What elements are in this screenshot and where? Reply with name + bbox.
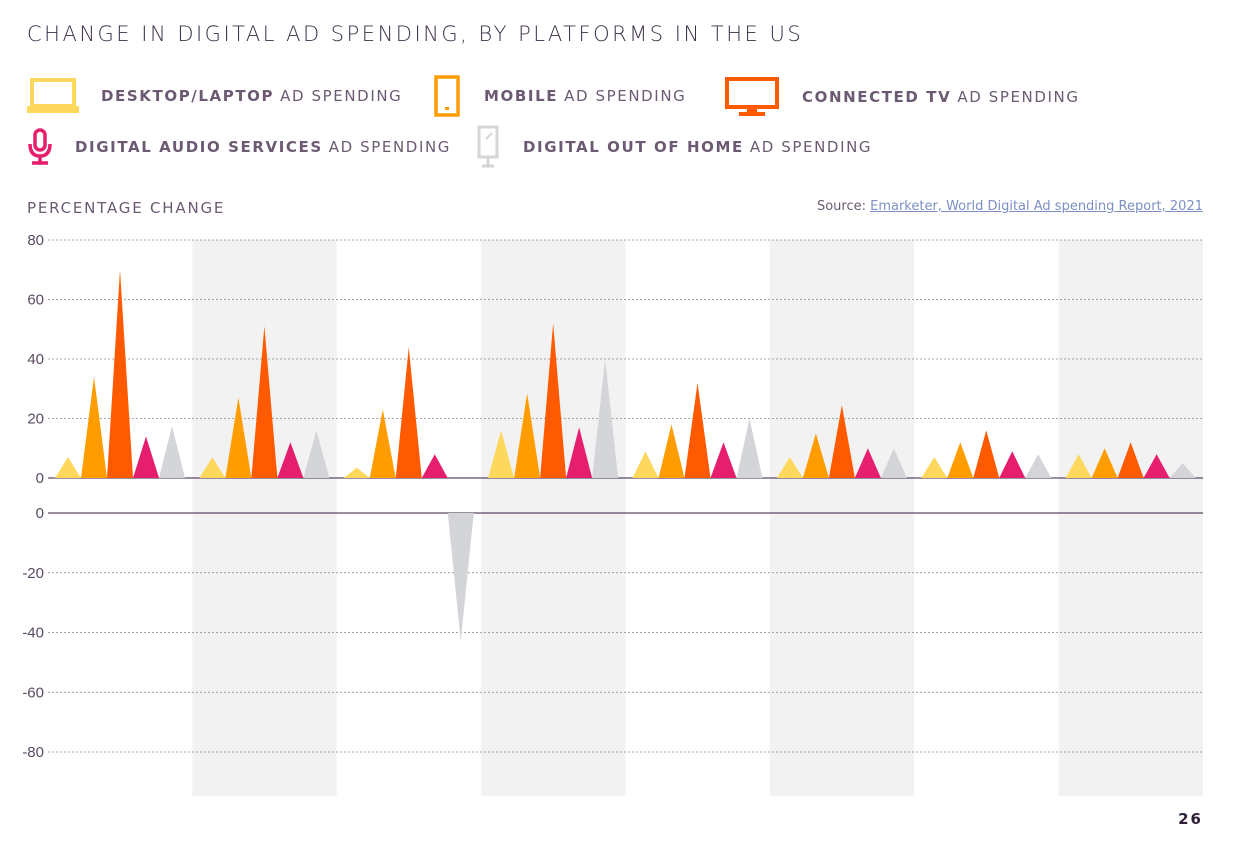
tv-icon (725, 77, 779, 116)
legend-label: AD SPENDING (749, 138, 873, 156)
spike-mark (107, 269, 133, 478)
spike-mark (828, 405, 855, 478)
spike-mark (736, 418, 763, 478)
spike-mark (1065, 454, 1092, 478)
spike-mark (973, 430, 1000, 478)
spike-mark (947, 442, 974, 478)
chart-title: CHANGE IN DIGITAL AD SPENDING, BY PLATFO… (27, 22, 804, 46)
spike-mark (776, 457, 803, 478)
source-label: Source: (816, 199, 866, 214)
spike-mark (1117, 442, 1144, 478)
y-axis-label: PERCENTAGE CHANGE (27, 199, 226, 217)
spike-mark (133, 436, 159, 478)
spike-mark (880, 448, 907, 478)
y-tick-label: -80 (22, 744, 44, 761)
legend-label-bold: DIGITAL OUT OF HOME (523, 138, 744, 156)
spike-mark (514, 393, 541, 478)
spike-mark (343, 467, 370, 478)
spike-mark (81, 376, 107, 478)
spike-mark (632, 451, 659, 478)
page-number: 26 (1178, 810, 1203, 828)
legend-item-ctv: CONNECTED TV AD SPENDING (725, 77, 1080, 117)
y-tick-label: -60 (22, 684, 44, 701)
group-band (481, 240, 626, 796)
legend-label-bold: DESKTOP/LAPTOP (101, 87, 275, 105)
y-tick-label: 0 (36, 470, 44, 487)
spike-mark (710, 442, 737, 478)
spike-mark (540, 323, 567, 478)
spike-mark (225, 397, 252, 478)
spike-mark (921, 457, 948, 478)
spike-mark (369, 409, 396, 478)
spike-mark (1169, 463, 1196, 478)
y-tick-label: 20 (27, 411, 44, 428)
spike-mark (251, 326, 278, 478)
y-tick-label: 60 (27, 292, 44, 309)
spike-mark (592, 359, 619, 478)
legend-item-audio: DIGITAL AUDIO SERVICES AD SPENDING (27, 128, 451, 166)
source: Source: Emarketer, World Digital Ad spen… (817, 199, 1203, 214)
legend-label: AD SPENDING (957, 88, 1080, 106)
spike-mark (999, 451, 1026, 478)
spike-mark (277, 442, 304, 478)
spike-mark (1091, 448, 1118, 478)
legend-item-dooh: DIGITAL OUT OF HOME AD SPENDING (477, 125, 872, 169)
legend-label: AD SPENDING (328, 138, 452, 156)
source-link[interactable]: Emarketer, World Digital Ad spending Rep… (870, 199, 1203, 214)
y-tick-label: 40 (27, 351, 44, 368)
spike-mark (395, 347, 422, 478)
spike-mark (199, 457, 226, 478)
spike-mark (566, 427, 593, 478)
group-band (1058, 240, 1203, 796)
y-tick-label: 80 (27, 232, 44, 249)
spike-mark (55, 457, 81, 478)
spike-mark (1025, 454, 1052, 478)
legend-label: AD SPENDING (564, 87, 687, 105)
spike-mark (421, 454, 448, 478)
spike-mark (303, 430, 330, 478)
microphone-icon (28, 128, 52, 165)
spike-mark (802, 433, 829, 478)
legend-label-bold: MOBILE (484, 87, 559, 105)
legend-item-mobile: MOBILE AD SPENDING (434, 75, 686, 117)
spike-mark (447, 513, 474, 642)
spike-mark (1143, 454, 1170, 478)
group-band (192, 240, 337, 796)
legend-label: AD SPENDING (280, 87, 403, 105)
spike-mark (159, 425, 185, 478)
mobile-phone-icon (434, 75, 460, 117)
legend-label-bold: DIGITAL AUDIO SERVICES (75, 138, 323, 156)
legend-item-desktop: DESKTOP/LAPTOP AD SPENDING (27, 78, 402, 114)
spike-mark (684, 382, 711, 478)
y-tick-label: -20 (22, 565, 44, 582)
legend-label-bold: CONNECTED TV (802, 88, 952, 106)
y-tick-label: -40 (22, 625, 44, 642)
billboard-icon (477, 125, 499, 168)
spike-mark (488, 430, 515, 478)
spike-mark (658, 424, 685, 478)
y-tick-label: 0 (36, 505, 44, 522)
spike-mark (854, 448, 881, 478)
laptop-icon (27, 78, 79, 113)
group-band (769, 240, 915, 796)
